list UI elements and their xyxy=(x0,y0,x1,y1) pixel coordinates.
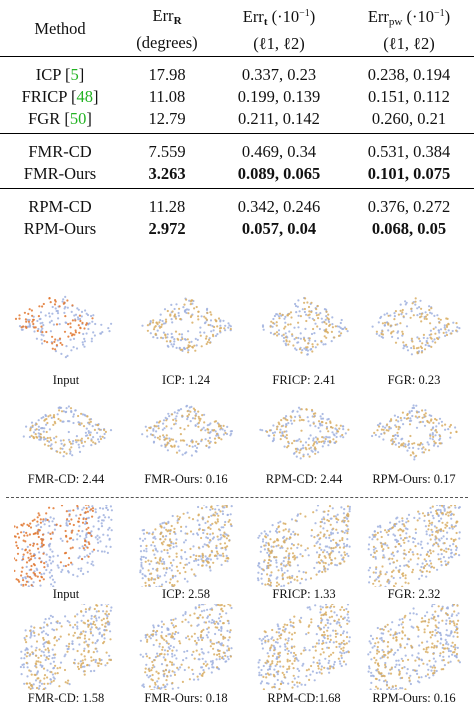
result-caption: ICP: 2.58 xyxy=(162,587,210,601)
point-cloud-thumbnail xyxy=(139,604,233,690)
result-caption: Input xyxy=(52,587,80,601)
err-t-cell: 0.342, 0.246 xyxy=(237,196,321,216)
result-caption: RPM-Ours: 0.17 xyxy=(372,472,456,486)
err-pw-cell: 0.376, 0.272 xyxy=(367,196,451,216)
citation-link[interactable]: 48 xyxy=(76,86,93,106)
point-cloud-thumbnail xyxy=(14,295,113,359)
method-cell: ICP [5] xyxy=(35,64,85,84)
err-r-cell: 7.559 xyxy=(148,141,186,161)
result-caption: FMR-Ours: 0.16 xyxy=(144,472,228,486)
point-cloud-thumbnail xyxy=(257,604,351,690)
result-caption: FMR-CD: 1.58 xyxy=(27,691,105,705)
header-err-pw: Errpw (·10−1) (ℓ1, ℓ2) xyxy=(367,7,451,53)
err-r-cell: 12.79 xyxy=(148,108,186,128)
table-row: RPM-CD 11.28 0.342, 0.246 0.376, 0.272 xyxy=(0,189,474,218)
err-t-cell: 0.337, 0.23 xyxy=(241,64,317,84)
result-caption: RPM-CD:1.68 xyxy=(267,691,341,705)
table-row: FGR [50] 12.79 0.211, 0.142 0.260, 0.21 xyxy=(0,107,474,134)
result-caption: ICP: 1.24 xyxy=(162,373,210,387)
result-caption: FRICP: 1.33 xyxy=(272,587,336,601)
point-cloud-thumbnail xyxy=(141,404,233,457)
point-cloud-thumbnail xyxy=(139,505,233,587)
point-cloud-thumbnail xyxy=(256,505,351,587)
header-err-r: ErrR (degrees) xyxy=(136,5,198,52)
point-cloud-thumbnail xyxy=(22,405,113,458)
err-t-cell: 0.057, 0.04 xyxy=(241,218,317,238)
result-caption: FRICP: 2.41 xyxy=(272,373,336,387)
method-cell: FRICP [48] xyxy=(21,86,99,106)
err-r-cell: 2.972 xyxy=(148,218,186,238)
err-pw-cell: 0.151, 0.112 xyxy=(368,86,450,106)
results-table: Method ErrR (degrees) Errt (·10−1) (ℓ1, … xyxy=(0,0,474,239)
err-r-cell: 17.98 xyxy=(148,64,186,84)
table-header-row: Method ErrR (degrees) Errt (·10−1) (ℓ1, … xyxy=(0,0,474,57)
err-t-cell: 0.469, 0.34 xyxy=(241,141,317,161)
result-caption: FGR: 0.23 xyxy=(387,373,441,387)
citation-link[interactable]: 50 xyxy=(69,108,87,128)
err-r-cell: 11.08 xyxy=(148,86,186,106)
point-cloud-thumbnail xyxy=(19,604,113,690)
table-body: ICP [5] 17.98 0.337, 0.23 0.238, 0.194 FRICP… xyxy=(0,57,474,240)
point-cloud-thumbnail xyxy=(259,406,350,460)
err-r-cell: 3.263 xyxy=(148,163,186,183)
result-caption: FMR-Ours: 0.18 xyxy=(144,691,228,705)
point-cloud-thumbnail xyxy=(14,505,113,587)
method-cell: FMR-CD xyxy=(28,141,92,161)
header-err-t: Errt (·10−1) (ℓ1, ℓ2) xyxy=(242,7,316,53)
method-cell: FMR-Ours xyxy=(23,163,97,183)
err-t-cell: 0.211, 0.142 xyxy=(238,108,320,128)
err-t-cell: 0.089, 0.065 xyxy=(237,163,321,183)
err-pw-cell: 0.531, 0.384 xyxy=(367,141,451,161)
result-caption: FGR: 2.32 xyxy=(387,587,441,601)
table-row: FMR-Ours 3.263 0.089, 0.065 0.101, 0.075 xyxy=(0,162,474,189)
err-t-cell: 0.199, 0.139 xyxy=(237,86,321,106)
result-caption: RPM-Ours: 0.16 xyxy=(372,691,456,705)
point-cloud-thumbnail xyxy=(367,505,461,587)
method-cell: RPM-Ours xyxy=(23,218,97,238)
method-cell: RPM-CD xyxy=(28,196,92,216)
err-pw-cell: 0.260, 0.21 xyxy=(371,108,447,128)
header-method: Method xyxy=(34,19,86,38)
err-pw-cell: 0.238, 0.194 xyxy=(367,64,451,84)
point-cloud-thumbnail xyxy=(141,297,232,354)
point-cloud-thumbnail xyxy=(371,297,461,356)
point-cloud-thumbnail xyxy=(367,604,461,690)
table-row: RPM-Ours 2.972 0.057, 0.04 0.068, 0.05 xyxy=(0,217,474,239)
dashed-separator xyxy=(6,497,468,498)
citation-link[interactable]: 5 xyxy=(70,64,79,84)
table-row: FRICP [48] 11.08 0.199, 0.139 0.151, 0.112 xyxy=(0,85,474,107)
err-r-cell: 11.28 xyxy=(148,196,186,216)
point-cloud-thumbnail xyxy=(371,404,458,461)
method-cell: FGR [50] xyxy=(28,108,92,128)
err-pw-cell: 0.068, 0.05 xyxy=(371,218,447,238)
err-pw-cell: 0.101, 0.075 xyxy=(367,163,451,183)
result-caption: Input xyxy=(52,373,80,387)
result-caption: RPM-CD: 2.44 xyxy=(265,472,343,486)
table-row: FMR-CD 7.559 0.469, 0.34 0.531, 0.384 xyxy=(0,134,474,163)
table-row: ICP [5] 17.98 0.337, 0.23 0.238, 0.194 xyxy=(0,57,474,86)
point-cloud-thumbnail xyxy=(261,296,349,356)
result-caption: FMR-CD: 2.44 xyxy=(27,472,105,486)
